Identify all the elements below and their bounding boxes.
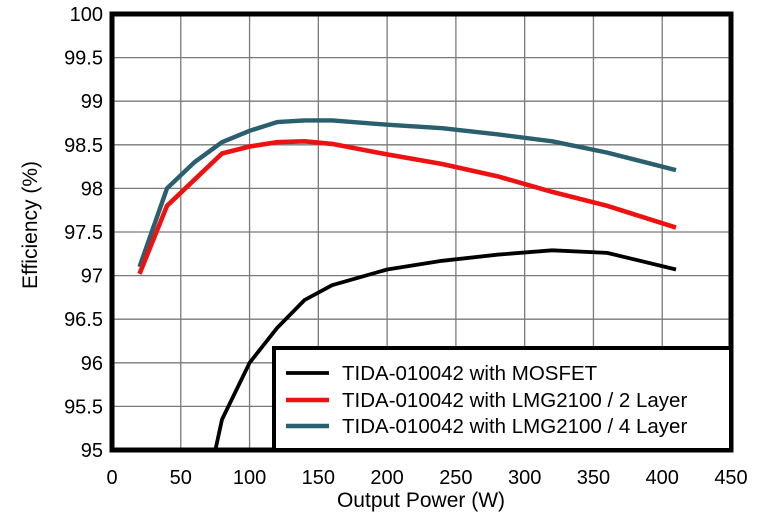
x-tick-label: 50	[170, 467, 192, 489]
legend-item-lmg2100-2layer: TIDA-010042 with LMG2100 / 2 Layer	[286, 389, 687, 412]
legend-item-mosfet: TIDA-010042 with MOSFET	[286, 362, 598, 385]
x-tick-label: 200	[370, 467, 403, 489]
legend-label: TIDA-010042 with LMG2100 / 2 Layer	[342, 389, 687, 412]
x-tick-label: 150	[302, 467, 335, 489]
x-tick-label: 250	[439, 467, 472, 489]
y-tick-label: 100	[70, 4, 103, 26]
x-tick-label: 300	[508, 467, 541, 489]
x-axis-title: Output Power (W)	[336, 489, 506, 512]
x-tick-label: 100	[233, 467, 266, 489]
y-tick-label: 99	[81, 91, 103, 113]
y-axis-title: Efficiency (%)	[19, 161, 42, 289]
series-line-lmg2100-2layer	[137, 139, 677, 275]
y-tick-label: 96.5	[64, 309, 103, 331]
x-tick-label: 0	[106, 467, 117, 489]
y-tick-label: 97.5	[64, 222, 103, 244]
series-line-mosfet	[213, 248, 677, 448]
legend-label: TIDA-010042 with MOSFET	[342, 362, 598, 385]
series-line-lmg2100-4layer	[137, 118, 677, 268]
y-tick-label: 98.5	[64, 135, 103, 157]
y-tick-label: 97	[81, 266, 103, 288]
legend-box	[272, 346, 733, 452]
y-tick-label: 95	[81, 440, 103, 462]
legend-label: TIDA-010042 with LMG2100 / 4 Layer	[342, 415, 687, 438]
y-tick-label: 99.5	[64, 48, 103, 70]
y-tick-label: 95.5	[64, 396, 103, 418]
y-tick-label: 96	[81, 353, 103, 375]
x-tick-label: 400	[646, 467, 679, 489]
y-tick-label: 98	[81, 178, 103, 200]
x-tick-label: 450	[714, 467, 747, 489]
legend-item-lmg2100-4layer: TIDA-010042 with LMG2100 / 4 Layer	[286, 415, 687, 438]
x-tick-label: 350	[577, 467, 610, 489]
